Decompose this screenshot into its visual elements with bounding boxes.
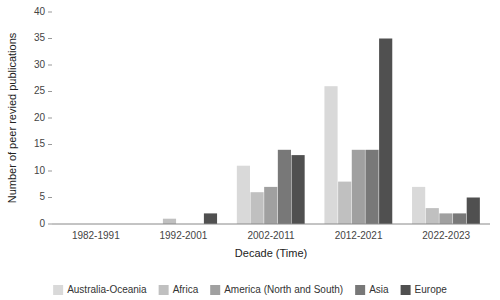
legend-swatch [355, 285, 365, 295]
bars [163, 39, 480, 225]
bar [291, 155, 304, 224]
y-tick [48, 197, 52, 198]
legend: Australia-Oceania Africa America (North an… [53, 284, 447, 295]
bar [426, 208, 439, 224]
y-tick [48, 171, 52, 172]
y-tick-label: 25 [34, 85, 46, 96]
bar [324, 86, 337, 224]
bar [204, 213, 217, 224]
x-axis-line [52, 224, 490, 225]
legend-swatch [210, 285, 220, 295]
y-tick-label: 40 [34, 6, 46, 17]
x-tick-label: 2012-2021 [335, 230, 383, 241]
y-axis: 0 5 10 15 20 25 30 35 40 [34, 6, 52, 229]
y-tick [48, 12, 52, 13]
legend-label: America (North and South) [224, 284, 343, 295]
x-tick-label: 1992-2001 [159, 230, 207, 241]
bar [379, 39, 392, 225]
y-tick-label: 20 [34, 112, 46, 123]
y-tick [48, 91, 52, 92]
bar [365, 150, 378, 224]
bar [352, 150, 365, 224]
x-tick-label: 2002-2011 [247, 230, 295, 241]
legend-swatch [159, 285, 169, 295]
bar [439, 213, 452, 224]
legend-item: America (North and South) [210, 284, 343, 295]
y-tick-label: 0 [39, 218, 45, 229]
legend-item: Europe [401, 284, 448, 295]
y-tick [48, 118, 52, 119]
y-tick [48, 38, 52, 39]
y-tick-label: 15 [34, 138, 46, 149]
bar [237, 166, 250, 224]
y-tick-label: 35 [34, 32, 46, 43]
y-tick [48, 144, 52, 145]
bar [412, 187, 425, 224]
y-tick-label: 30 [34, 59, 46, 70]
bar [467, 198, 480, 225]
y-tick-label: 5 [39, 191, 45, 202]
bar [251, 192, 264, 224]
bar [264, 187, 277, 224]
legend-label: Europe [415, 284, 448, 295]
bar [338, 182, 351, 224]
legend-item: Asia [355, 284, 389, 295]
legend-item: Australia-Oceania [53, 284, 147, 295]
bar [278, 150, 291, 224]
legend-swatch [53, 285, 63, 295]
x-axis-label: Decade (Time) [235, 247, 307, 259]
x-tick-label: 2022-2023 [422, 230, 470, 241]
legend-swatch [401, 285, 411, 295]
legend-item: Africa [159, 284, 199, 295]
legend-label: Asia [369, 284, 389, 295]
x-tick-label: 1982-1991 [72, 230, 120, 241]
bar [453, 213, 466, 224]
y-tick-label: 10 [34, 165, 46, 176]
y-tick [48, 65, 52, 66]
legend-label: Africa [173, 284, 199, 295]
x-axis: 1982-1991 1992-2001 2002-2011 2012-2021 2022… [72, 230, 471, 241]
legend-label: Australia-Oceania [67, 284, 147, 295]
y-axis-label: Number of peer revied publications [6, 32, 18, 203]
bar [163, 219, 176, 224]
chart: 0 5 10 15 20 25 30 35 40 1982-1991 1992-2001 2002-2… [0, 0, 500, 300]
y-tick [48, 224, 52, 225]
